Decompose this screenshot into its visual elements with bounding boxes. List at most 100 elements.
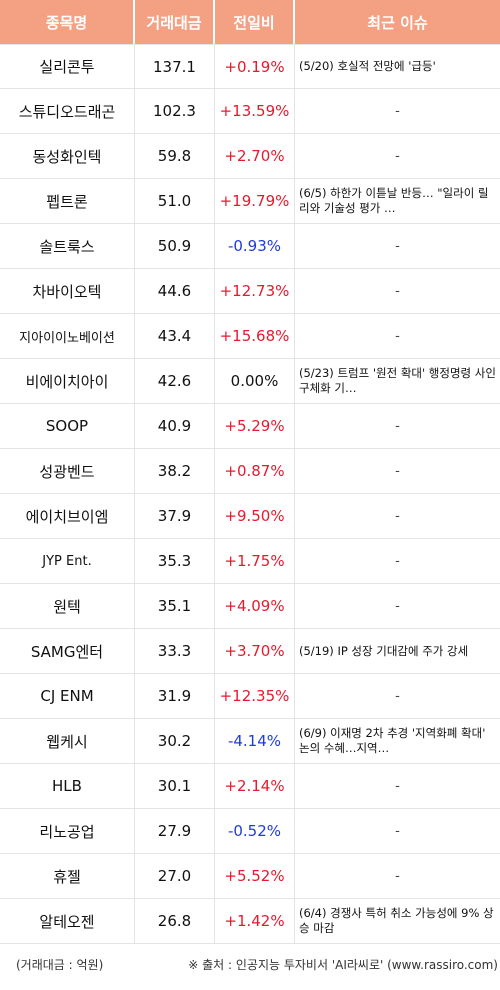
header-change: 전일비: [215, 0, 295, 44]
trade-volume: 27.9: [135, 809, 215, 853]
source-note: ※ 출처 : 인공지능 투자비서 'AI라씨로' (www.rassiro.co…: [188, 958, 498, 972]
trade-volume: 30.1: [135, 764, 215, 808]
stock-name: 리노공업: [0, 809, 135, 853]
price-change: +15.68%: [215, 314, 295, 358]
recent-issue: (6/5) 하한가 이튿날 반등… "일라이 릴리와 기술성 평가 …: [299, 186, 489, 215]
stock-name: 차바이오텍: [0, 269, 135, 313]
trade-volume: 40.9: [135, 404, 215, 448]
table-row: 웹케시 30.2 -4.14% (6/9) 이재명 2차 추경 '지역화폐 확대' 논…: [0, 719, 500, 764]
stock-name: 비에이치아이: [0, 359, 135, 403]
price-change: +4.09%: [215, 584, 295, 628]
stock-name: 알테오젠: [0, 899, 135, 943]
recent-issue: -: [395, 418, 400, 434]
price-change: 0.00%: [215, 359, 295, 403]
price-change: +3.70%: [215, 629, 295, 673]
table-row: 솔트룩스 50.9 -0.93% -: [0, 224, 500, 269]
recent-issue: (6/9) 이재명 2차 추경 '지역화폐 확대' 논의 수혜…지역…: [299, 726, 486, 755]
stock-name: 성광벤드: [0, 449, 135, 493]
recent-issue: -: [395, 148, 400, 164]
trade-volume: 38.2: [135, 449, 215, 493]
stock-name: 스튜디오드래곤: [0, 89, 135, 133]
table-body: 실리콘투 137.1 +0.19% (5/20) 호실적 전망에 '급등' 스튜디오드래…: [0, 44, 500, 944]
price-change: -0.52%: [215, 809, 295, 853]
recent-issue: -: [395, 778, 400, 794]
table-row: 스튜디오드래곤 102.3 +13.59% -: [0, 89, 500, 134]
recent-issue: -: [395, 598, 400, 614]
recent-issue: (5/19) IP 성장 기대감에 주가 강세: [299, 643, 469, 658]
trade-volume: 137.1: [135, 45, 215, 88]
price-change: -0.93%: [215, 224, 295, 268]
recent-issue: -: [395, 283, 400, 299]
recent-issue: (5/20) 호실적 전망에 '급등': [299, 59, 436, 73]
price-change: +12.73%: [215, 269, 295, 313]
price-change: +2.70%: [215, 134, 295, 178]
stock-name: SAMG엔터: [0, 629, 135, 673]
recent-issue: -: [395, 868, 400, 884]
price-change: +1.75%: [215, 539, 295, 583]
recent-issue: -: [395, 463, 400, 479]
header-volume: 거래대금: [135, 0, 215, 44]
trade-volume: 33.3: [135, 629, 215, 673]
table-header: 종목명 거래대금 전일비 최근 이슈: [0, 0, 500, 44]
table-row: 알테오젠 26.8 +1.42% (6/4) 경쟁사 특허 취소 가능성에 9% 상승…: [0, 899, 500, 944]
table-row: HLB 30.1 +2.14% -: [0, 764, 500, 809]
table-row: CJ ENM 31.9 +12.35% -: [0, 674, 500, 719]
recent-issue: -: [395, 238, 400, 254]
recent-issue: -: [395, 688, 400, 704]
stock-name: HLB: [0, 764, 135, 808]
table-row: 비에이치아이 42.6 0.00% (5/23) 트럼프 '원전 확대' 행정명령 사…: [0, 359, 500, 404]
trade-volume: 102.3: [135, 89, 215, 133]
trade-volume: 42.6: [135, 359, 215, 403]
table-row: 휴젤 27.0 +5.52% -: [0, 854, 500, 899]
recent-issue: -: [395, 823, 400, 839]
recent-issue: -: [395, 103, 400, 119]
recent-issue: (5/23) 트럼프 '원전 확대' 행정명령 사인 구체화 기…: [299, 366, 496, 395]
table-row: SOOP 40.9 +5.29% -: [0, 404, 500, 449]
stock-name: JYP Ent.: [0, 539, 135, 583]
stock-name: SOOP: [0, 404, 135, 448]
stock-name: 휴젤: [0, 854, 135, 898]
trade-volume: 59.8: [135, 134, 215, 178]
table-row: 펩트론 51.0 +19.79% (6/5) 하한가 이튿날 반등… "일라이 릴리와…: [0, 179, 500, 224]
stock-table: 종목명 거래대금 전일비 최근 이슈 실리콘투 137.1 +0.19% (5/20)…: [0, 0, 500, 944]
table-row: 에이치브이엠 37.9 +9.50% -: [0, 494, 500, 539]
trade-volume: 30.2: [135, 719, 215, 763]
table-row: 실리콘투 137.1 +0.19% (5/20) 호실적 전망에 '급등': [0, 44, 500, 89]
recent-issue: -: [395, 328, 400, 344]
price-change: +19.79%: [215, 179, 295, 223]
header-name: 종목명: [0, 0, 135, 44]
trade-volume: 35.3: [135, 539, 215, 583]
table-row: 리노공업 27.9 -0.52% -: [0, 809, 500, 854]
table-row: JYP Ent. 35.3 +1.75% -: [0, 539, 500, 584]
stock-name: 원텍: [0, 584, 135, 628]
table-row: 지아이이노베이션 43.4 +15.68% -: [0, 314, 500, 359]
trade-volume: 27.0: [135, 854, 215, 898]
trade-volume: 44.6: [135, 269, 215, 313]
table-row: 원텍 35.1 +4.09% -: [0, 584, 500, 629]
header-issue: 최근 이슈: [295, 0, 500, 44]
trade-volume: 43.4: [135, 314, 215, 358]
price-change: +0.19%: [215, 45, 295, 88]
unit-note: (거래대금 : 억원): [16, 958, 104, 972]
stock-name: 동성화인텍: [0, 134, 135, 178]
stock-name: 지아이이노베이션: [0, 314, 135, 358]
trade-volume: 50.9: [135, 224, 215, 268]
trade-volume: 31.9: [135, 674, 215, 718]
trade-volume: 26.8: [135, 899, 215, 943]
price-change: +12.35%: [215, 674, 295, 718]
price-change: +5.29%: [215, 404, 295, 448]
stock-name: CJ ENM: [0, 674, 135, 718]
price-change: +2.14%: [215, 764, 295, 808]
price-change: -4.14%: [215, 719, 295, 763]
trade-volume: 37.9: [135, 494, 215, 538]
stock-name: 실리콘투: [0, 45, 135, 88]
recent-issue: (6/4) 경쟁사 특허 취소 가능성에 9% 상승 마감: [299, 906, 494, 935]
footer: (거래대금 : 억원) ※ 출처 : 인공지능 투자비서 'AI라씨로' (ww…: [0, 956, 500, 974]
price-change: +9.50%: [215, 494, 295, 538]
stock-name: 펩트론: [0, 179, 135, 223]
table-row: 성광벤드 38.2 +0.87% -: [0, 449, 500, 494]
table-row: 차바이오텍 44.6 +12.73% -: [0, 269, 500, 314]
price-change: +13.59%: [215, 89, 295, 133]
stock-name: 웹케시: [0, 719, 135, 763]
table-row: SAMG엔터 33.3 +3.70% (5/19) IP 성장 기대감에 주가 강세: [0, 629, 500, 674]
